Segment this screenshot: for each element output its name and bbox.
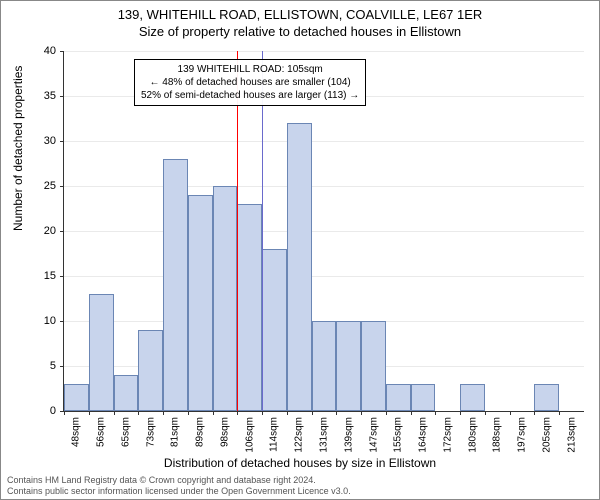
y-tick-label: 40 bbox=[28, 45, 56, 57]
annotation-line3: 52% of semi-detached houses are larger (… bbox=[141, 89, 359, 102]
y-axis-label: Number of detached properties bbox=[11, 66, 25, 231]
x-tick bbox=[163, 411, 164, 415]
plot-area: 051015202530354048sqm56sqm65sqm73sqm81sq… bbox=[63, 51, 584, 412]
histogram-bar bbox=[287, 123, 312, 411]
histogram-bar bbox=[188, 195, 213, 411]
title-address: 139, WHITEHILL ROAD, ELLISTOWN, COALVILL… bbox=[1, 1, 599, 22]
y-tick-label: 25 bbox=[28, 180, 56, 192]
histogram-bar bbox=[213, 186, 238, 411]
histogram-bar bbox=[361, 321, 386, 411]
x-tick bbox=[361, 411, 362, 415]
x-tick-label: 114sqm bbox=[269, 417, 280, 452]
x-tick-label: 73sqm bbox=[145, 417, 156, 447]
title-subtitle: Size of property relative to detached ho… bbox=[1, 22, 599, 39]
gridline bbox=[64, 51, 584, 52]
x-tick bbox=[534, 411, 535, 415]
x-tick-label: 131sqm bbox=[319, 417, 330, 453]
x-tick bbox=[262, 411, 263, 415]
histogram-bar bbox=[114, 375, 139, 411]
x-tick-label: 188sqm bbox=[492, 417, 503, 453]
x-tick bbox=[312, 411, 313, 415]
x-tick bbox=[386, 411, 387, 415]
footer-line1: Contains HM Land Registry data © Crown c… bbox=[7, 475, 351, 486]
footer-attribution: Contains HM Land Registry data © Crown c… bbox=[7, 475, 351, 497]
histogram-bar bbox=[64, 384, 89, 411]
annotation-box: 139 WHITEHILL ROAD: 105sqm← 48% of detac… bbox=[134, 59, 366, 106]
y-tick-label: 10 bbox=[28, 315, 56, 327]
y-tick-label: 30 bbox=[28, 135, 56, 147]
y-tick bbox=[60, 321, 64, 322]
histogram-bar bbox=[262, 249, 287, 411]
x-tick bbox=[114, 411, 115, 415]
y-tick bbox=[60, 231, 64, 232]
gridline bbox=[64, 186, 584, 187]
x-tick-label: 89sqm bbox=[195, 417, 206, 447]
y-tick-label: 15 bbox=[28, 270, 56, 282]
x-tick bbox=[336, 411, 337, 415]
x-tick-label: 106sqm bbox=[244, 417, 255, 453]
gridline bbox=[64, 141, 584, 142]
x-tick-label: 155sqm bbox=[393, 417, 404, 453]
x-axis-label: Distribution of detached houses by size … bbox=[1, 456, 599, 470]
x-tick-label: 98sqm bbox=[219, 417, 230, 447]
histogram-bar bbox=[237, 204, 262, 411]
y-tick-label: 5 bbox=[28, 360, 56, 372]
y-tick bbox=[60, 141, 64, 142]
x-tick bbox=[213, 411, 214, 415]
histogram-bar bbox=[163, 159, 188, 411]
y-tick bbox=[60, 96, 64, 97]
y-tick-label: 35 bbox=[28, 90, 56, 102]
x-tick-label: 205sqm bbox=[541, 417, 552, 453]
x-tick-label: 180sqm bbox=[467, 417, 478, 453]
y-tick bbox=[60, 276, 64, 277]
x-tick bbox=[287, 411, 288, 415]
x-tick bbox=[460, 411, 461, 415]
x-tick bbox=[138, 411, 139, 415]
footer-line2: Contains public sector information licen… bbox=[7, 486, 351, 497]
x-tick-label: 172sqm bbox=[442, 417, 453, 453]
chart-container: 139, WHITEHILL ROAD, ELLISTOWN, COALVILL… bbox=[0, 0, 600, 500]
x-tick bbox=[411, 411, 412, 415]
y-tick-label: 0 bbox=[28, 405, 56, 417]
y-tick bbox=[60, 366, 64, 367]
x-tick bbox=[485, 411, 486, 415]
x-tick bbox=[237, 411, 238, 415]
histogram-bar bbox=[336, 321, 361, 411]
annotation-line1: 139 WHITEHILL ROAD: 105sqm bbox=[141, 63, 359, 76]
chart-area: 051015202530354048sqm56sqm65sqm73sqm81sq… bbox=[63, 51, 583, 411]
x-tick-label: 81sqm bbox=[170, 417, 181, 447]
x-tick-label: 65sqm bbox=[120, 417, 131, 447]
x-tick-label: 48sqm bbox=[71, 417, 82, 447]
histogram-bar bbox=[411, 384, 436, 411]
x-tick-label: 213sqm bbox=[566, 417, 577, 453]
x-tick bbox=[559, 411, 560, 415]
annotation-line2: ← 48% of detached houses are smaller (10… bbox=[141, 76, 359, 89]
x-tick-label: 122sqm bbox=[294, 417, 305, 453]
x-tick bbox=[435, 411, 436, 415]
y-tick bbox=[60, 51, 64, 52]
x-tick-label: 139sqm bbox=[343, 417, 354, 453]
histogram-bar bbox=[89, 294, 114, 411]
histogram-bar bbox=[138, 330, 163, 411]
x-tick bbox=[510, 411, 511, 415]
histogram-bar bbox=[386, 384, 411, 411]
histogram-bar bbox=[534, 384, 559, 411]
x-tick bbox=[89, 411, 90, 415]
gridline bbox=[64, 276, 584, 277]
x-tick-label: 197sqm bbox=[517, 417, 528, 453]
gridline bbox=[64, 231, 584, 232]
x-tick-label: 56sqm bbox=[96, 417, 107, 447]
x-tick-label: 147sqm bbox=[368, 417, 379, 453]
x-tick bbox=[188, 411, 189, 415]
histogram-bar bbox=[312, 321, 337, 411]
x-tick bbox=[64, 411, 65, 415]
y-tick bbox=[60, 186, 64, 187]
x-tick-label: 164sqm bbox=[418, 417, 429, 453]
histogram-bar bbox=[460, 384, 485, 411]
y-tick-label: 20 bbox=[28, 225, 56, 237]
